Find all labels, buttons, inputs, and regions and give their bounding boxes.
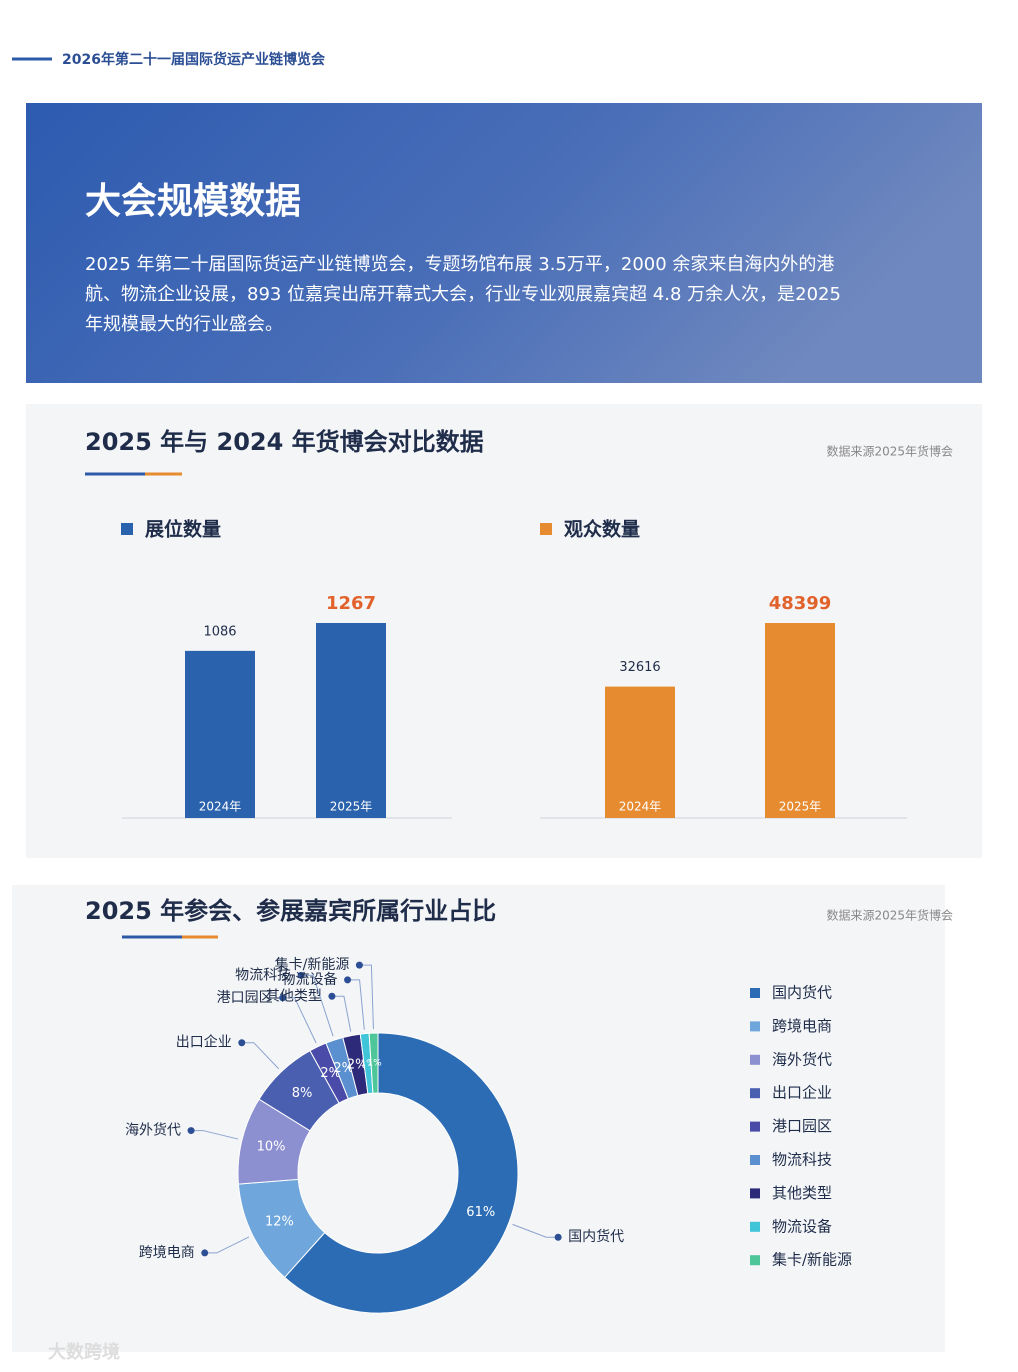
leader-line — [282, 997, 317, 1044]
leader-line — [359, 964, 374, 1030]
legend-label: 观众数量 — [564, 518, 640, 541]
value-label: 1086 — [203, 624, 236, 639]
slice-name: 出口企业 — [176, 1034, 232, 1051]
donut-slice — [283, 1032, 519, 1314]
leader-line — [241, 1042, 279, 1070]
slice-label: 2% — [333, 1061, 354, 1076]
bar — [316, 623, 386, 818]
banner-text: 年规模最大的行业盛会。 — [85, 314, 283, 335]
slice-name: 集卡/新能源 — [275, 956, 350, 973]
legend-label: 港口园区 — [772, 1117, 832, 1135]
category-label: 2025年 — [779, 800, 822, 814]
source: 数据来源2025年货博会 — [826, 908, 953, 923]
slice-label: 12% — [265, 1214, 294, 1229]
leader-dot — [344, 976, 352, 984]
legend-label: 海外货代 — [772, 1050, 832, 1068]
slice-name: 国内货代 — [568, 1228, 624, 1245]
legend-swatch — [750, 1255, 760, 1266]
slice-label: 1% — [360, 1059, 375, 1069]
leader-dot — [187, 1127, 195, 1135]
leader-line — [204, 1236, 250, 1254]
legend-swatch — [750, 1088, 760, 1099]
leader-dot — [201, 1249, 209, 1257]
category-label: 2024年 — [619, 800, 662, 814]
bar — [765, 623, 835, 818]
legend-swatch — [750, 988, 760, 998]
category-label: 2025年 — [330, 800, 373, 814]
banner — [26, 103, 982, 383]
leader-dot — [554, 1233, 562, 1241]
leader-line — [512, 1223, 559, 1238]
legend-label: 展位数量 — [145, 518, 221, 541]
leader-dot — [328, 992, 336, 1000]
value-label: 32616 — [619, 660, 660, 675]
slice-name: 物流科技 — [235, 967, 291, 983]
section-title: 2025 年参会、参展嘉宾所属行业占比 — [85, 897, 496, 925]
legend-label: 物流设备 — [772, 1217, 832, 1235]
slice-name: 跨境电商 — [139, 1245, 195, 1261]
slice-name: 港口园区 — [217, 990, 273, 1006]
legend-swatch — [750, 1021, 760, 1032]
legend-swatch — [750, 1221, 760, 1232]
slice-label: 8% — [292, 1086, 313, 1101]
legend-label: 国内货代 — [772, 984, 832, 1002]
leader-line — [347, 979, 365, 1030]
legend-swatch — [540, 523, 552, 535]
banner-title: 大会规模数据 — [85, 181, 301, 222]
legend-label: 跨境电商 — [772, 1017, 832, 1035]
slice-label: 2% — [320, 1066, 341, 1081]
legend-swatch — [750, 1054, 760, 1065]
legend-label: 其他类型 — [772, 1184, 832, 1202]
legend-label: 物流科技 — [772, 1151, 832, 1169]
leader-dot — [355, 961, 363, 969]
banner-text: 2025 年第二十届国际货运产业链博览会，专题场馆布展 3.5万平，2000 余… — [85, 254, 834, 275]
header-title: 2026年第二十一届国际货运产业链博览会 — [62, 51, 326, 68]
bar — [185, 650, 255, 818]
leader-line — [301, 974, 334, 1037]
slice-label: 1% — [367, 1059, 382, 1069]
legend-label: 出口企业 — [772, 1084, 832, 1102]
leader-line — [331, 995, 352, 1032]
slice-name: 物流设备 — [282, 971, 338, 988]
bar — [605, 686, 675, 818]
legend-swatch — [121, 523, 133, 535]
source: 数据来源2025年货博会 — [826, 444, 953, 459]
leader-dot — [279, 994, 287, 1002]
section-title: 2025 年与 2024 年货博会对比数据 — [85, 428, 484, 456]
leader-dot — [297, 971, 305, 979]
slice-label: 2% — [347, 1057, 368, 1072]
legend-swatch — [750, 1188, 760, 1199]
slice-name: 海外货代 — [125, 1122, 181, 1139]
legend-swatch — [750, 1155, 760, 1165]
value-label: 48399 — [769, 593, 832, 614]
leader-line — [191, 1130, 239, 1140]
leader-dot — [238, 1039, 246, 1047]
banner-text: 航、物流企业设展，893 位嘉宾出席开幕式大会，行业专业观展嘉宾超 4.8 万余… — [85, 284, 841, 305]
charts: 展位数量 1086 2024年 1267 2025年 观众数量 32616 2024年 4839… — [121, 518, 907, 1314]
value-label: 1267 — [326, 593, 376, 614]
slice-label: 61% — [466, 1205, 495, 1220]
slice-name: 其他类型 — [266, 988, 322, 1004]
panel — [26, 404, 982, 858]
slice-label: 10% — [257, 1140, 286, 1155]
legend-label: 集卡/新能源 — [772, 1251, 852, 1269]
donut-slice — [368, 1032, 379, 1094]
legend-swatch — [750, 1121, 760, 1132]
watermark: 大数跨境 — [48, 1341, 120, 1363]
category-label: 2024年 — [199, 800, 242, 814]
